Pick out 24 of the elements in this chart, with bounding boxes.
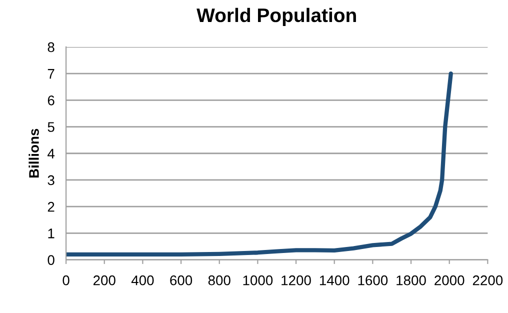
x-tick-label: 800 — [208, 275, 230, 286]
x-tick-label: 0 — [62, 275, 70, 286]
x-tick-label: 1400 — [320, 275, 350, 286]
x-tick-label: 2000 — [434, 275, 464, 286]
x-tick-label: 400 — [131, 275, 154, 286]
y-tick-label: 6 — [48, 95, 54, 106]
y-tick-label: 1 — [48, 228, 54, 238]
y-tick-label: 0 — [48, 255, 54, 265]
y-tick-label: 8 — [48, 42, 54, 52]
chart-title: World Population — [196, 8, 356, 26]
y-tick-label: 5 — [48, 122, 54, 132]
y-tick-label: 4 — [48, 148, 55, 158]
y-tick-label: 7 — [48, 69, 54, 79]
x-tick-label: 200 — [93, 275, 116, 286]
line-series — [66, 71, 453, 257]
y-tick-label: 3 — [48, 175, 54, 186]
x-tick-label: 1600 — [358, 275, 388, 286]
x-tick-label: 1200 — [282, 275, 311, 286]
x-tick-label: 600 — [170, 275, 192, 286]
x-tick-label: 2200 — [472, 275, 503, 286]
y-tick-label: 2 — [48, 202, 54, 212]
y-axis-title: Billions — [28, 128, 39, 178]
x-tick-label: 1000 — [243, 275, 273, 286]
x-tick-label: 1800 — [396, 275, 426, 286]
